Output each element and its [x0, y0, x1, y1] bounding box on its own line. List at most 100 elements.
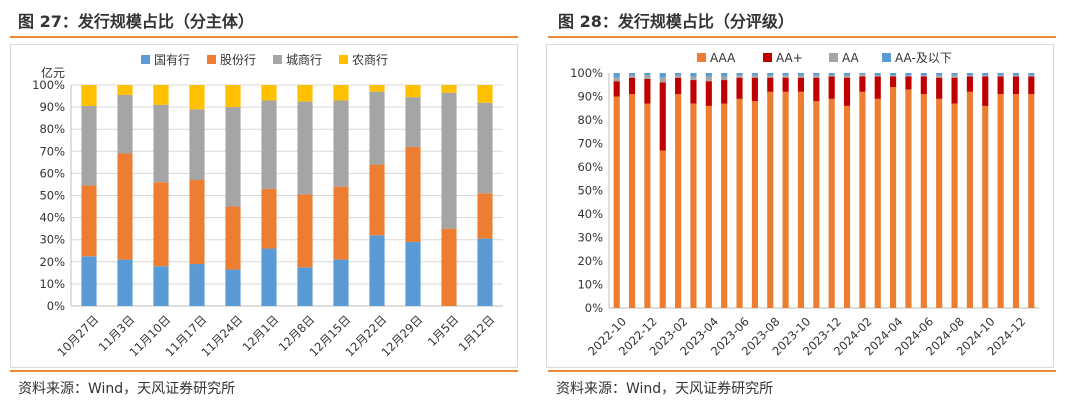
bar-AA: [782, 75, 789, 78]
bar-AA-及以下: [705, 73, 712, 77]
bar-AA-及以下: [644, 73, 651, 76]
y-tick-label: 70%: [39, 144, 65, 158]
bar-AA-及以下: [813, 73, 820, 76]
bar-AAA: [997, 94, 1004, 309]
source-note: 资料来源：Wind，天风证券研究所: [18, 381, 236, 397]
legend-label: 城商行: [286, 52, 322, 67]
bar-AA: [628, 75, 636, 78]
y-tick-label: 0%: [585, 301, 603, 315]
bar-AA-: [828, 76, 835, 99]
bar-AA-及以下: [1012, 73, 1020, 76]
bar-AAA: [721, 103, 728, 308]
bar-AAA: [751, 101, 758, 308]
bar-城商行: [117, 94, 133, 154]
bar-城商行: [405, 97, 421, 147]
bar-AA-及以下: [782, 73, 789, 76]
bar-AAA: [659, 150, 666, 308]
legend-swatch: [697, 53, 706, 62]
bar-AA: [890, 75, 897, 77]
bar-城商行: [153, 104, 169, 183]
bar-AAA: [874, 98, 881, 308]
bar-AA: [690, 76, 697, 81]
y-tick-label: 90%: [577, 90, 603, 104]
bar-城商行: [297, 101, 313, 195]
bar-AAA: [797, 91, 805, 308]
bar-AAA: [613, 96, 620, 308]
bar-农商行: [189, 85, 205, 110]
bar-AA-及以下: [982, 73, 989, 76]
bar-城商行: [225, 107, 241, 207]
bar-AA-及以下: [859, 73, 866, 75]
bar-AA-及以下: [920, 73, 927, 76]
y-tick-label: 0%: [47, 299, 65, 313]
bar-AA-及以下: [828, 73, 835, 76]
bar-AA-及以下: [613, 73, 620, 78]
bar-AAA: [690, 103, 697, 308]
chart-svg: 0%10%20%30%40%50%60%70%80%90%100%2022-10…: [570, 51, 1039, 358]
figure-28: 图 28：发行规模占比（分评级） 0% 10% 20% 30% 40% 50% 60% 70%…: [540, 0, 1080, 407]
bar-AA: [644, 75, 651, 79]
bar-AA-: [767, 77, 774, 92]
bar-AA-及以下: [997, 73, 1004, 76]
legend-label: AA-及以下: [895, 51, 952, 65]
bar-农商行: [81, 85, 97, 106]
bar-AAA: [705, 105, 712, 309]
bar-AAA: [936, 98, 943, 308]
bar-AAA: [951, 103, 958, 308]
bar-城商行: [261, 100, 277, 189]
bar-AA-: [813, 77, 820, 102]
bar-AA-: [920, 76, 927, 95]
bar-AAA: [920, 94, 927, 309]
bar-AA: [767, 75, 774, 78]
bar-城商行: [333, 100, 349, 187]
bar-AA-及以下: [843, 73, 851, 76]
bar-农商行: [261, 85, 277, 101]
bar-AA: [905, 75, 912, 77]
bar-AA-: [705, 81, 712, 106]
bar-AAA: [828, 98, 835, 308]
unit-label: 亿元: [41, 65, 65, 80]
y-tick-label: 90%: [39, 100, 65, 114]
bar-股份行: [477, 193, 493, 239]
bar-AAA: [1012, 94, 1020, 309]
bar-国有行: [153, 266, 169, 306]
bar-AA: [675, 75, 682, 78]
bar-国有行: [81, 256, 97, 306]
bar-AA: [982, 75, 989, 77]
bar-AA: [859, 74, 866, 77]
legend: AAA AA+ AA AA-及以下: [697, 51, 952, 65]
bar-AA-: [659, 82, 666, 151]
bar-AA-: [1012, 76, 1020, 95]
bar-AAA: [905, 89, 912, 308]
bar-AAA: [966, 91, 973, 308]
y-tick-label: 80%: [577, 113, 603, 127]
y-tick-label: 10%: [39, 277, 65, 291]
figure-title: 图 27：发行规模占比（分主体）: [18, 12, 254, 31]
bar-AA-及以下: [659, 73, 666, 78]
bar-城商行: [477, 102, 493, 194]
bar-农商行: [225, 85, 241, 108]
bar-AA-及以下: [951, 73, 958, 76]
bar-AA-: [874, 76, 881, 99]
bar-AA: [1012, 75, 1020, 77]
bar-AA: [797, 75, 805, 78]
x-tick-label: 10月27日: [54, 312, 101, 359]
bar-AA-及以下: [721, 73, 728, 77]
bar-AA: [997, 75, 1004, 77]
bar-AA-及以下: [628, 73, 636, 76]
bar-股份行: [117, 153, 133, 260]
bar-AA: [613, 77, 620, 82]
bar-股份行: [225, 206, 241, 270]
bar-AAA: [890, 87, 897, 308]
bar-农商行: [117, 85, 133, 95]
bar-AA: [828, 75, 835, 77]
legend-swatch: [882, 53, 891, 62]
bar-AAA: [813, 101, 820, 308]
bar-AA: [659, 77, 666, 83]
chart-frame: 0% 10% 20% 30% 40% 50% 60% 70% 80% 90% 100% 亿元 10月27…: [10, 44, 518, 368]
y-tick-label: 100%: [570, 66, 603, 80]
bar-AA-: [859, 76, 866, 92]
bar-AA: [936, 75, 943, 78]
y-tick-label: 20%: [39, 255, 65, 269]
title-rule: [548, 36, 1056, 38]
